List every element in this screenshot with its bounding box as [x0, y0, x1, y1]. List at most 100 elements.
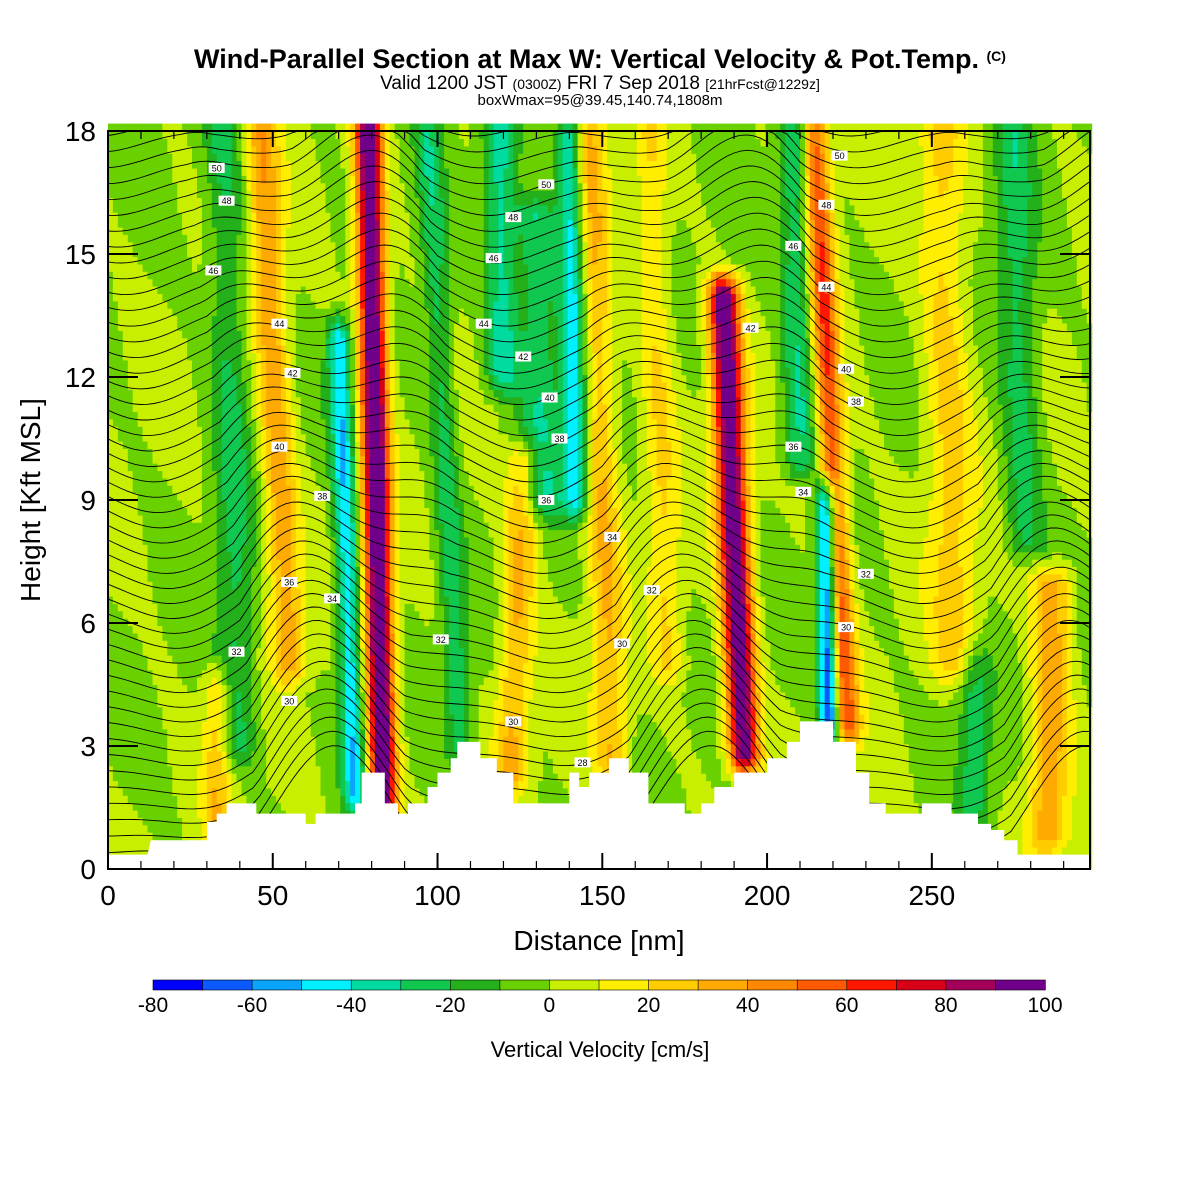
velocity-cell: [226, 367, 233, 376]
velocity-cell: [330, 190, 336, 198]
velocity-cell: [251, 655, 257, 663]
velocity-cell: [226, 684, 233, 693]
velocity-cell: [201, 241, 208, 250]
velocity-cell: [132, 315, 139, 324]
velocity-cell: [132, 300, 139, 309]
velocity-cell: [345, 396, 351, 405]
velocity-cell: [201, 728, 208, 737]
velocity-cell: [137, 293, 144, 302]
velocity-cell: [147, 286, 153, 294]
velocity-cell: [177, 300, 183, 309]
velocity-cell: [261, 263, 267, 272]
velocity-cell: [192, 470, 198, 479]
velocity-cell: [266, 381, 272, 390]
velocity-cell: [137, 588, 144, 597]
velocity-cell: [117, 765, 124, 774]
velocity-cell: [320, 625, 326, 634]
velocity-cell: [201, 441, 208, 449]
velocity-cell: [147, 691, 153, 700]
velocity-cell: [285, 684, 292, 693]
velocity-cell: [320, 536, 326, 545]
velocity-cell: [310, 308, 317, 317]
velocity-cell: [177, 441, 183, 449]
velocity-cell: [271, 736, 277, 745]
velocity-cell: [231, 345, 238, 353]
velocity-cell: [290, 522, 297, 531]
velocity-cell: [192, 131, 198, 139]
velocity-cell: [206, 249, 213, 258]
velocity-cell: [226, 389, 233, 398]
velocity-cell: [216, 359, 223, 368]
velocity-cell: [340, 684, 346, 693]
velocity-cell: [236, 669, 242, 678]
velocity-cell: [290, 787, 297, 796]
velocity-cell: [152, 182, 158, 191]
velocity-cell: [261, 544, 267, 553]
box-max-label: boxWmax=95@39.45,140.74,1808m: [0, 92, 1200, 109]
velocity-cell: [281, 610, 287, 619]
velocity-cell: [177, 684, 183, 693]
velocity-cell: [295, 389, 302, 398]
velocity-cell: [197, 404, 203, 413]
velocity-cell: [132, 396, 139, 405]
velocity-cell: [197, 529, 203, 538]
velocity-cell: [108, 691, 114, 700]
velocity-cell: [340, 396, 346, 405]
velocity-cell: [182, 374, 188, 383]
velocity-cell: [127, 514, 134, 523]
velocity-cell: [335, 544, 341, 553]
velocity-cell: [335, 721, 341, 730]
velocity-cell: [226, 758, 233, 767]
velocity-cell: [182, 603, 188, 612]
velocity-cell: [281, 507, 287, 516]
velocity-cell: [285, 308, 292, 317]
velocity-cell: [305, 352, 312, 361]
velocity-cell: [226, 322, 233, 331]
velocity-cell: [345, 448, 351, 457]
velocity-cell: [216, 411, 223, 420]
velocity-cell: [266, 278, 272, 287]
velocity-cell: [300, 640, 307, 649]
velocity-cell: [152, 721, 158, 730]
velocity-cell: [305, 411, 312, 420]
velocity-cell: [157, 182, 163, 191]
velocity-cell: [177, 352, 183, 361]
velocity-cell: [226, 573, 233, 582]
velocity-cell: [340, 234, 346, 243]
velocity-cell: [281, 544, 287, 553]
velocity-cell: [117, 345, 124, 353]
velocity-cell: [325, 706, 331, 715]
velocity-cell: [157, 145, 163, 154]
velocity-cell: [142, 810, 149, 818]
velocity-cell: [157, 610, 163, 619]
velocity-cell: [172, 691, 178, 700]
velocity-cell: [350, 669, 356, 678]
velocity-cell: [325, 795, 331, 804]
velocity-cell: [300, 131, 307, 139]
velocity-cell: [216, 728, 223, 737]
velocity-cell: [137, 308, 144, 317]
velocity-cell: [201, 389, 208, 398]
velocity-cell: [108, 514, 114, 523]
velocity-cell: [276, 418, 282, 427]
velocity-cell: [137, 647, 144, 656]
velocity-cell: [221, 315, 228, 324]
velocity-cell: [241, 448, 247, 457]
velocity-cell: [325, 536, 331, 545]
velocity-cell: [310, 655, 317, 663]
velocity-cell: [127, 669, 134, 678]
velocity-cell: [127, 802, 134, 811]
velocity-cell: [157, 544, 163, 553]
velocity-cell: [276, 632, 282, 641]
velocity-cell: [345, 551, 351, 560]
velocity-cell: [305, 160, 312, 169]
velocity-cell: [335, 699, 341, 708]
velocity-cell: [276, 588, 282, 597]
velocity-cell: [315, 677, 322, 686]
velocity-cell: [241, 477, 247, 486]
velocity-cell: [187, 595, 193, 604]
velocity-cell: [112, 190, 119, 198]
velocity-cell: [117, 529, 124, 538]
velocity-cell: [201, 145, 208, 154]
velocity-cell: [305, 536, 312, 545]
